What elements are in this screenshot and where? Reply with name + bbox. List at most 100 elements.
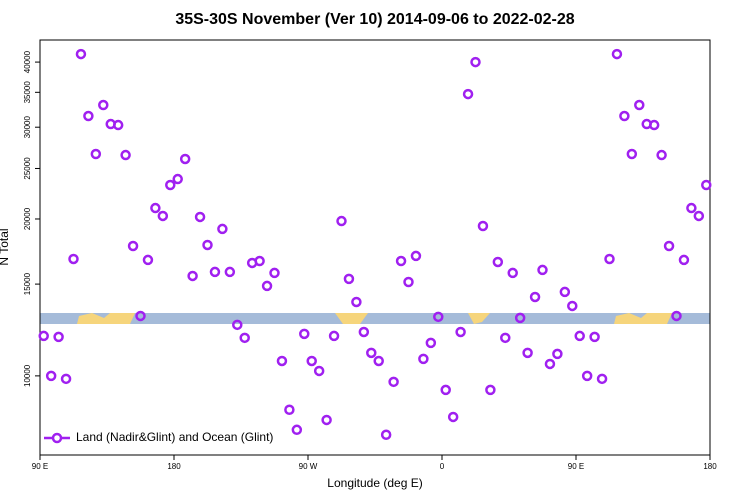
data-point <box>127 240 139 252</box>
data-point <box>485 384 496 396</box>
x-tick-label: 180 <box>703 462 717 471</box>
data-point <box>75 48 87 60</box>
data-point <box>514 312 526 324</box>
data-point <box>529 291 541 303</box>
data-point <box>395 255 407 267</box>
data-point <box>492 256 504 268</box>
data-point <box>455 326 466 338</box>
data-point <box>306 355 317 367</box>
data-point <box>596 373 608 385</box>
y-tick-label: 35000 <box>23 81 32 104</box>
y-tick-label: 10000 <box>23 364 32 387</box>
data-point <box>380 429 392 440</box>
data-point <box>179 153 191 165</box>
data-point <box>581 370 593 382</box>
data-point <box>157 210 169 222</box>
data-point <box>604 253 615 265</box>
data-point <box>187 270 198 282</box>
x-tick-label: 0 <box>440 462 445 471</box>
data-point <box>440 384 451 396</box>
data-point <box>351 296 362 308</box>
data-point <box>701 179 712 191</box>
data-point <box>299 328 310 340</box>
data-point <box>135 310 146 322</box>
y-axis-label: N Total <box>0 228 11 265</box>
data-point <box>313 365 325 377</box>
data-point <box>68 253 79 265</box>
data-point <box>343 273 355 285</box>
legend-marker <box>51 432 63 444</box>
data-point <box>217 223 228 235</box>
data-point <box>619 110 630 122</box>
data-point <box>552 348 563 360</box>
y-tick-label: 25000 <box>23 157 32 180</box>
data-point <box>433 311 444 323</box>
plot-frame <box>39 39 711 456</box>
land-patch <box>468 313 490 324</box>
x-tick-label: 90 W <box>299 462 318 471</box>
data-point <box>172 173 183 185</box>
data-point <box>150 202 161 214</box>
data-point <box>500 332 511 344</box>
data-point <box>470 56 481 68</box>
data-point <box>544 358 556 370</box>
data-point <box>693 210 705 222</box>
data-point <box>656 149 667 161</box>
data-point <box>611 48 623 60</box>
data-point <box>574 330 585 342</box>
data-point <box>686 202 697 214</box>
data-point <box>276 355 288 367</box>
data-point <box>165 179 176 191</box>
data-point <box>567 300 578 312</box>
x-tick-label: 90 E <box>568 462 584 471</box>
data-point <box>522 347 533 359</box>
data-point <box>425 337 437 349</box>
data-point <box>112 119 124 131</box>
data-point <box>663 240 675 252</box>
data-point <box>90 148 102 160</box>
data-point <box>358 326 370 338</box>
data-point <box>261 280 273 292</box>
y-tick-label: 30000 <box>23 116 32 139</box>
land-patch <box>335 313 368 324</box>
data-point <box>373 355 384 367</box>
data-point <box>678 254 690 266</box>
map-strip <box>40 313 710 324</box>
x-axis-label: Longitude (deg E) <box>327 476 422 490</box>
data-point <box>477 220 489 232</box>
data-point <box>388 376 399 388</box>
data-point <box>626 148 638 160</box>
ocean-strip <box>40 313 710 324</box>
data-point <box>462 88 474 100</box>
x-tick-label: 180 <box>167 462 181 471</box>
data-point <box>671 310 682 322</box>
data-point <box>232 319 243 331</box>
data-point <box>537 264 548 276</box>
data-point <box>98 99 109 111</box>
data-point <box>45 370 57 382</box>
data-point <box>142 254 154 266</box>
data-point <box>418 353 429 365</box>
data-point <box>447 411 459 423</box>
data-point <box>321 414 332 426</box>
data-point <box>336 215 347 227</box>
chart-title: 35S-30S November (Ver 10) 2014-09-06 to … <box>175 11 574 28</box>
data-point <box>38 330 49 342</box>
data-point <box>239 332 250 344</box>
y-tick-label: 40000 <box>23 50 32 73</box>
data-point <box>194 211 206 223</box>
data-point <box>559 286 571 298</box>
land-patch <box>614 313 672 324</box>
data-point <box>284 404 295 416</box>
x-tick-label: 90 E <box>32 462 48 471</box>
data-point <box>83 110 94 122</box>
data-point <box>53 331 64 343</box>
data-point <box>120 149 131 161</box>
land-patch <box>77 313 135 324</box>
data-point <box>291 424 303 436</box>
data-point <box>60 373 72 385</box>
y-tick-label: 15000 <box>23 272 32 295</box>
data-point <box>410 250 422 262</box>
